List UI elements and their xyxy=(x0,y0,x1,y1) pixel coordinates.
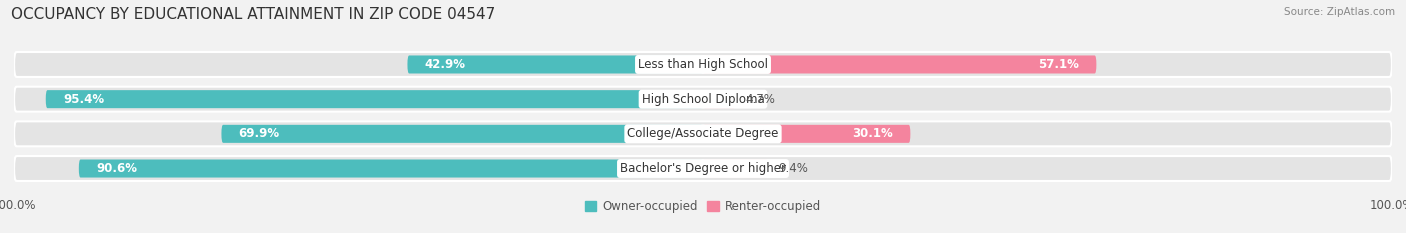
FancyBboxPatch shape xyxy=(79,160,703,178)
Legend: Owner-occupied, Renter-occupied: Owner-occupied, Renter-occupied xyxy=(579,195,827,218)
Text: College/Associate Degree: College/Associate Degree xyxy=(627,127,779,140)
Text: 42.9%: 42.9% xyxy=(425,58,465,71)
Text: 9.4%: 9.4% xyxy=(778,162,808,175)
Text: 69.9%: 69.9% xyxy=(239,127,280,140)
FancyBboxPatch shape xyxy=(221,125,703,143)
Text: OCCUPANCY BY EDUCATIONAL ATTAINMENT IN ZIP CODE 04547: OCCUPANCY BY EDUCATIONAL ATTAINMENT IN Z… xyxy=(11,7,495,22)
Text: 95.4%: 95.4% xyxy=(63,93,104,106)
FancyBboxPatch shape xyxy=(14,87,1392,112)
FancyBboxPatch shape xyxy=(703,125,910,143)
Text: Source: ZipAtlas.com: Source: ZipAtlas.com xyxy=(1284,7,1395,17)
FancyBboxPatch shape xyxy=(14,156,1392,181)
FancyBboxPatch shape xyxy=(14,121,1392,146)
FancyBboxPatch shape xyxy=(14,52,1392,77)
Text: Bachelor's Degree or higher: Bachelor's Degree or higher xyxy=(620,162,786,175)
FancyBboxPatch shape xyxy=(703,160,768,178)
Text: 30.1%: 30.1% xyxy=(852,127,893,140)
Text: 4.7%: 4.7% xyxy=(745,93,776,106)
Text: 57.1%: 57.1% xyxy=(1038,58,1080,71)
FancyBboxPatch shape xyxy=(408,55,703,73)
Text: High School Diploma: High School Diploma xyxy=(641,93,765,106)
FancyBboxPatch shape xyxy=(46,90,703,108)
Text: 90.6%: 90.6% xyxy=(96,162,136,175)
FancyBboxPatch shape xyxy=(703,55,1097,73)
Text: Less than High School: Less than High School xyxy=(638,58,768,71)
FancyBboxPatch shape xyxy=(703,90,735,108)
